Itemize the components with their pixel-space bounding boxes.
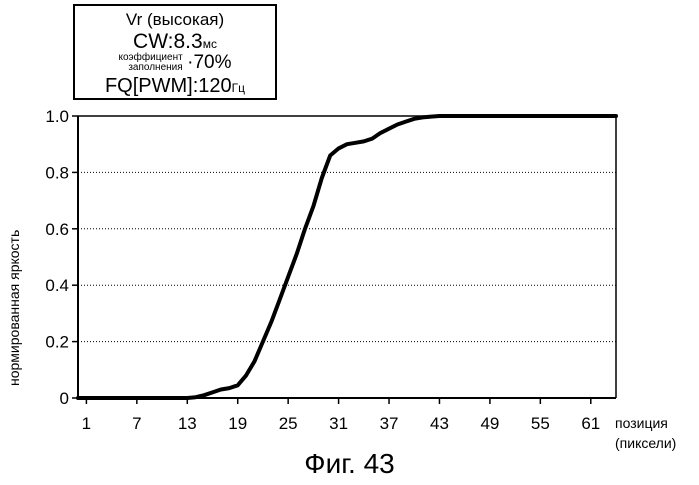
x-tick-label-6: 37: [380, 414, 399, 433]
y-axis-label: нормированная яркость: [6, 230, 22, 386]
y-tick-labels: 0 0.2 0.4 0.6 0.8 1.0: [45, 107, 69, 408]
legend-duty: коэффициентзаполнения ·70%: [75, 52, 275, 74]
series-line-0: [78, 116, 616, 398]
duty-label: коэффициентзаполнения: [119, 53, 183, 73]
grid-lines: [72, 116, 616, 404]
x-tick-label-8: 49: [480, 414, 499, 433]
y-tick-label-2: 0.4: [45, 276, 69, 295]
x-tick-label-0: 1: [82, 414, 91, 433]
legend-fq: FQ[PWM]:120Гц: [75, 75, 275, 98]
y-tick-label-0: 0: [60, 389, 69, 408]
x-tick-label-9: 55: [531, 414, 550, 433]
x-tick-label-4: 25: [279, 414, 298, 433]
y-tick-label-3: 0.6: [45, 220, 69, 239]
legend-box: Vr (высокая) CW:8.3мс коэффициентзаполне…: [73, 4, 277, 100]
x-tick-label-5: 31: [329, 414, 348, 433]
plot-frame: [78, 116, 616, 398]
duty-value: ·70%: [187, 52, 231, 73]
x-tick-label-2: 13: [178, 414, 197, 433]
series-layer: [78, 116, 616, 398]
y-tick-label-4: 0.8: [45, 163, 69, 182]
x-tick-labels: 1 7 13 19 25 31 37 43 49 55 61: [82, 414, 601, 433]
legend-cw: CW:8.3мс: [75, 30, 275, 54]
x-tick-label-3: 19: [228, 414, 247, 433]
fq-label: FQ[PWM]:: [105, 75, 198, 97]
cw-value: 8.3: [174, 30, 203, 53]
x-tick-label-10: 61: [581, 414, 600, 433]
x-axis-label-line1: позиция: [615, 413, 676, 433]
cw-label: CW:: [133, 30, 173, 53]
y-tick-label-5: 1.0: [45, 107, 69, 126]
duty-label-2: заполнения: [128, 62, 182, 73]
x-axis-label: позиция (пиксели): [615, 413, 676, 453]
x-tick-label-1: 7: [132, 414, 141, 433]
figure-caption: Фиг. 43: [0, 448, 699, 480]
y-tick-label-1: 0.2: [45, 333, 69, 352]
fq-value: 120: [198, 75, 231, 97]
fq-unit: Гц: [232, 81, 245, 95]
cw-unit: мс: [203, 37, 217, 51]
legend-title: Vr (высокая): [75, 10, 275, 30]
x-tick-label-7: 43: [430, 414, 449, 433]
